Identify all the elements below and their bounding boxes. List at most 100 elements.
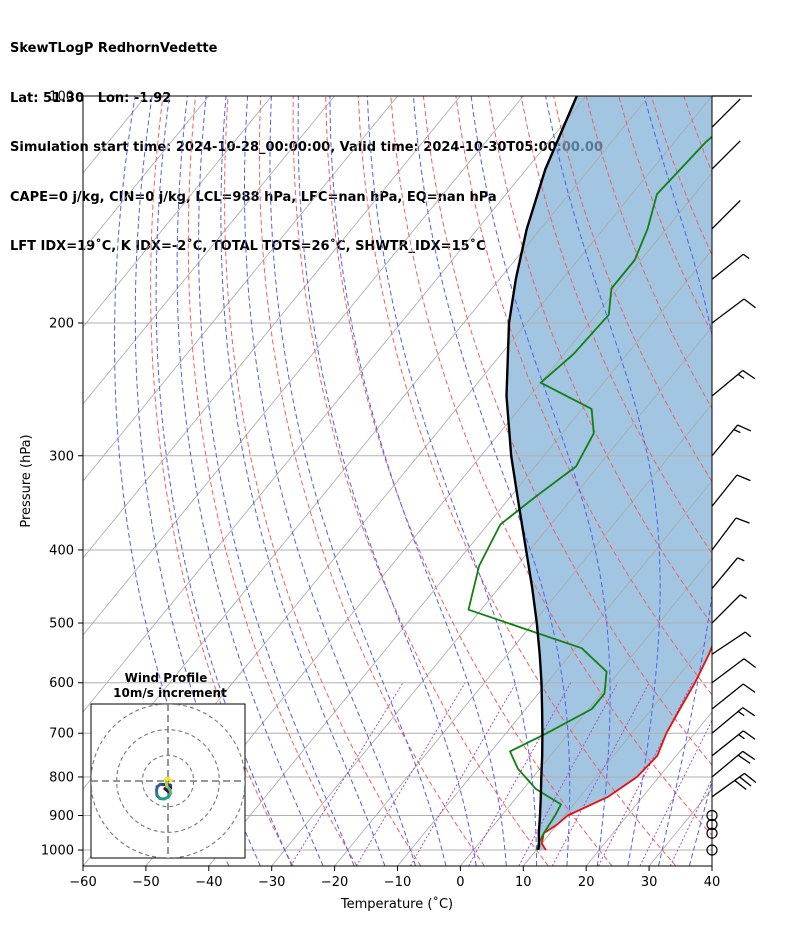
x-tick-label: −50	[132, 875, 159, 890]
isotherm--160	[83, 96, 84, 97]
barb-flag	[737, 424, 752, 432]
dry-adiabat--20	[187, 96, 358, 866]
y-tick-label: 800	[49, 770, 74, 785]
barb-staff	[711, 424, 739, 457]
dry-adiabat-80	[520, 96, 712, 555]
wind-barb	[711, 474, 751, 507]
x-tick-label: −30	[258, 875, 285, 890]
hodograph-layer: Wind Profile 10m/s increment	[90, 671, 246, 859]
y-tick-label: 300	[49, 449, 74, 464]
y-axis-label: Pressure (hPa)	[19, 434, 34, 527]
mixing-ratio-7	[518, 682, 619, 866]
moist-adiabat--15	[220, 96, 386, 866]
isotherm--140	[83, 96, 210, 251]
axes-layer: −60 −50 −40 −30 −20 −10 0 10 20 30 40 1000 900 800 700…	[41, 90, 720, 891]
barb-half-flag	[737, 373, 745, 379]
wind-barb	[711, 594, 747, 624]
isotherm-40	[711, 865, 712, 866]
isotherm-0	[460, 557, 712, 866]
mixing-ratio-2	[410, 682, 517, 866]
wind-barb	[711, 707, 756, 734]
isotherm--20	[334, 403, 712, 866]
wind-barbs-layer	[706, 95, 757, 856]
barb-half-flag	[739, 594, 747, 599]
barb-staff	[711, 730, 744, 757]
dry-adiabat-10	[292, 96, 549, 866]
hodograph-plot	[91, 704, 245, 858]
wind-barb	[711, 772, 757, 798]
barb-flag	[742, 369, 756, 380]
wind-barb	[711, 517, 750, 551]
barb-staff	[711, 298, 745, 324]
isotherm--40	[208, 249, 712, 866]
chart-title: SkewTLogP RedhornVedette	[10, 41, 218, 56]
mixing-ratio-16	[598, 682, 693, 866]
y-tick-label: 200	[49, 316, 74, 331]
isotherm--120	[83, 96, 335, 405]
moist-adiabat--25	[176, 96, 324, 866]
y-tick-label: 400	[49, 543, 74, 558]
barb-flag	[735, 517, 750, 524]
y-tick-label: 600	[49, 676, 74, 691]
wind-barb	[711, 253, 750, 280]
x-tick-label: 40	[704, 875, 721, 890]
barb-staff	[711, 658, 745, 684]
isotherm--110	[83, 96, 398, 482]
wind-barb	[711, 140, 741, 170]
barb-flag	[737, 754, 751, 764]
cape-line: CAPE=0 j/kg, CIN=0 j/kg, LCL=988 hPa, LF…	[10, 189, 497, 205]
calm-marker	[706, 844, 718, 856]
dry-adiabat--10	[224, 96, 422, 866]
moist-adiabat-20	[470, 96, 611, 866]
isotherm-10	[522, 634, 712, 866]
chart-header: SkewTLogP RedhornVedette Lat: 51.30 Lon:…	[10, 8, 603, 272]
wind-barb	[711, 631, 752, 655]
x-axis-label: Temperature (˚C)	[340, 896, 453, 912]
barb-staff	[711, 517, 737, 551]
mixing-ratio-1	[355, 682, 466, 866]
barb-flag	[744, 772, 757, 783]
wind-barb	[711, 200, 741, 230]
barb-flag	[736, 474, 751, 482]
hodograph-title: Wind Profile	[125, 671, 208, 685]
temperature-line	[540, 644, 712, 851]
barb-staff	[711, 98, 741, 128]
dry-adiabat-20	[325, 96, 613, 866]
x-tick-label: 0	[456, 875, 464, 890]
parcel-line	[505, 96, 578, 851]
mixing-ratio-0.4	[290, 682, 404, 866]
dry-adiabat-140	[716, 96, 794, 866]
barb-flag	[734, 779, 747, 790]
x-tick-label: 30	[641, 875, 658, 890]
moist-adiabat-0	[297, 96, 477, 866]
dry-adiabat-70	[488, 96, 712, 626]
x-tick-label: −20	[321, 875, 348, 890]
barb-staff	[711, 683, 744, 710]
barb-half-flag	[733, 429, 741, 434]
barb-half-flag	[742, 253, 750, 260]
y-tick-label: 500	[49, 617, 74, 632]
calm-marker	[706, 827, 718, 839]
barb-half-flag	[744, 631, 752, 638]
wind-barb	[711, 424, 752, 457]
mixing-ratio-10	[551, 682, 650, 866]
wind-barb	[711, 557, 745, 589]
moist-adiabat--10	[244, 96, 416, 866]
dry-adiabat-60	[455, 96, 712, 696]
indices-line: LFT IDX=19˚C, K IDX=-2˚C, TOTAL TOTS=26˚…	[10, 239, 486, 254]
wind-barb	[711, 98, 741, 128]
hodograph-segment	[167, 776, 173, 782]
wind-barb	[711, 658, 756, 684]
dry-adiabat--30	[150, 96, 294, 866]
barb-staff	[711, 557, 739, 589]
profile-layer	[467, 96, 712, 851]
moist-adiabat--5	[269, 96, 447, 866]
x-tick-label: −60	[69, 875, 96, 890]
isotherm--130	[83, 96, 273, 328]
barb-staff	[711, 707, 744, 734]
x-tick-label: −40	[195, 875, 222, 890]
y-tick-label: 900	[49, 809, 74, 824]
wind-barb	[711, 298, 756, 324]
x-tick-label: −10	[384, 875, 411, 890]
